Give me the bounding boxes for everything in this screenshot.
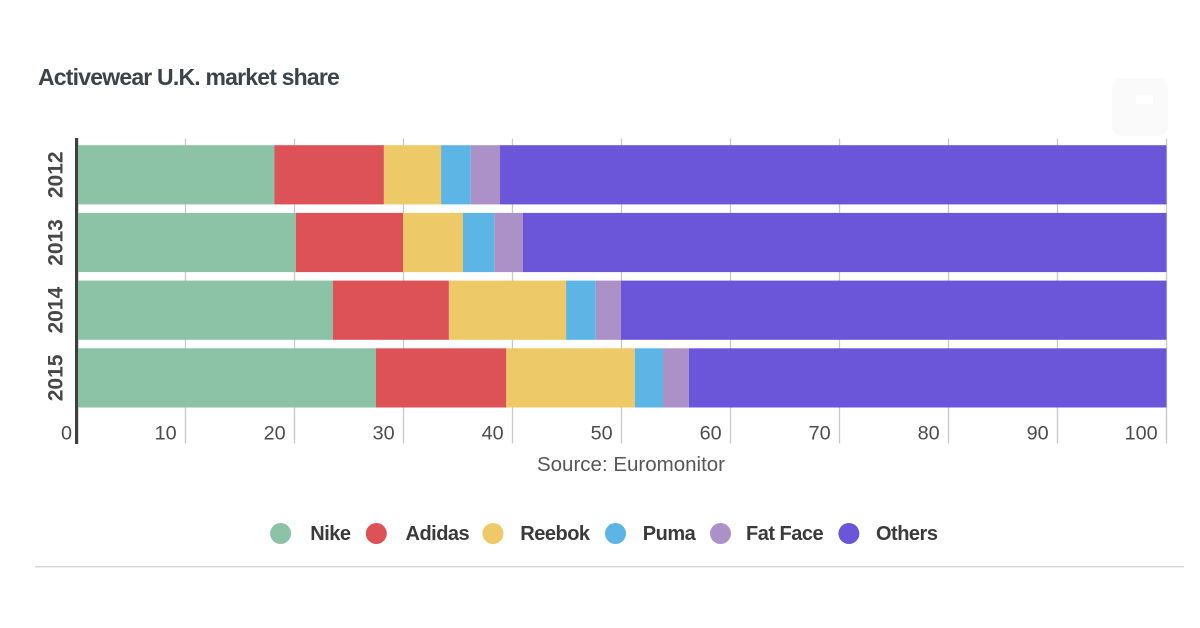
svg-text:2012: 2012: [45, 151, 68, 198]
svg-text:Adidas: Adidas: [406, 523, 470, 545]
svg-text:Source: Euromonitor: Source: Euromonitor: [537, 453, 725, 476]
svg-text:80: 80: [918, 423, 940, 445]
svg-text:40: 40: [482, 423, 504, 445]
svg-text:Others: Others: [876, 523, 938, 545]
svg-text:Puma: Puma: [643, 523, 697, 545]
svg-text:Fat Face: Fat Face: [746, 523, 824, 545]
svg-text:20: 20: [264, 423, 286, 445]
svg-text:2015: 2015: [45, 354, 68, 401]
svg-text:60: 60: [700, 423, 722, 445]
svg-text:Nike: Nike: [310, 523, 351, 545]
svg-text:70: 70: [809, 423, 831, 445]
svg-text:30: 30: [373, 423, 395, 445]
svg-text:90: 90: [1027, 423, 1049, 445]
svg-text:Reebok: Reebok: [520, 523, 591, 545]
svg-text:100: 100: [1125, 423, 1158, 445]
svg-text:Activewear U.K. market share: Activewear U.K. market share: [38, 64, 339, 90]
svg-text:2013: 2013: [45, 219, 68, 266]
svg-text:50: 50: [591, 423, 613, 445]
svg-text:0: 0: [61, 423, 72, 445]
svg-text:10: 10: [155, 423, 177, 445]
svg-text:2014: 2014: [45, 287, 68, 334]
